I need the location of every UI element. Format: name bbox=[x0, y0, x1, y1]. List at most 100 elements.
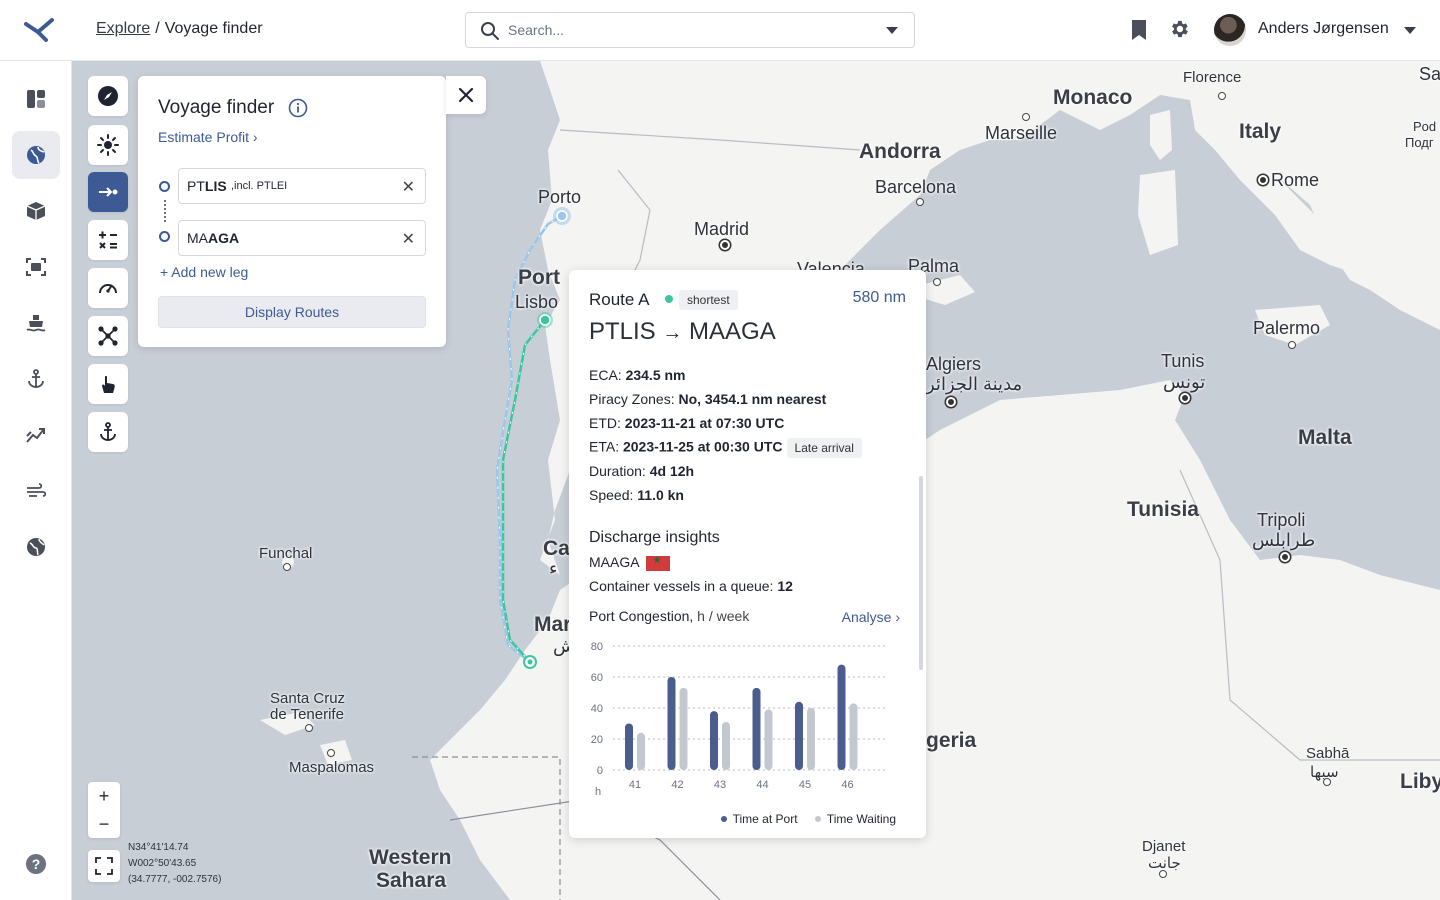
zoom-in-button[interactable]: + bbox=[98, 786, 110, 806]
sidebar-item-dashboard[interactable] bbox=[12, 75, 60, 123]
capital-dot bbox=[1180, 393, 1190, 403]
sidebar: ? bbox=[0, 61, 72, 900]
card-scrollbar[interactable] bbox=[919, 476, 923, 670]
sidebar-item-globe[interactable] bbox=[12, 131, 60, 179]
help-icon[interactable]: ? bbox=[24, 852, 48, 876]
close-panel-button[interactable] bbox=[446, 76, 486, 114]
map-label: Valencia bbox=[797, 259, 865, 279]
search-box[interactable] bbox=[465, 12, 915, 48]
x-tick-label: 45 bbox=[799, 779, 811, 791]
sidebar-item-analytics[interactable] bbox=[12, 411, 60, 459]
zoom-out-button[interactable]: − bbox=[98, 814, 110, 834]
sidebar-item-vessel[interactable] bbox=[12, 299, 60, 347]
origin-marker-icon bbox=[159, 181, 170, 192]
map-label: Algiers bbox=[926, 354, 982, 374]
speedometer-icon bbox=[99, 284, 117, 294]
route-arrow-icon bbox=[99, 187, 118, 197]
origin-included-ports: ,incl. PTLEI bbox=[231, 180, 288, 192]
y-tick-label: 0 bbox=[597, 765, 603, 777]
map-label: Monaco bbox=[1053, 86, 1133, 109]
map-label: Ca bbox=[543, 537, 570, 560]
clear-origin-icon[interactable]: ✕ bbox=[401, 179, 415, 196]
tool-speed[interactable] bbox=[88, 268, 128, 308]
eca-row: ECA: 234.5 nm bbox=[589, 367, 686, 383]
map-label: Western bbox=[369, 846, 452, 869]
app-logo-icon[interactable] bbox=[24, 16, 58, 44]
bar bbox=[807, 708, 815, 770]
hand-pointer-icon bbox=[102, 375, 115, 393]
search-input[interactable] bbox=[508, 19, 878, 41]
destination-code: MAAGA bbox=[187, 230, 240, 246]
tool-calculator[interactable] bbox=[88, 220, 128, 260]
scan-icon bbox=[26, 258, 46, 276]
discharge-insights-title: Discharge insights bbox=[589, 529, 720, 546]
sidebar-item-cargo[interactable] bbox=[12, 187, 60, 235]
x-tick-label: 46 bbox=[841, 779, 853, 791]
map-label: Tripoli bbox=[1257, 510, 1306, 530]
tool-brightness[interactable] bbox=[88, 125, 128, 165]
sidebar-item-wind[interactable] bbox=[12, 467, 60, 515]
destination-marker-icon bbox=[159, 231, 170, 242]
user-name[interactable]: Anders Jørgensen bbox=[1258, 20, 1389, 37]
bar bbox=[752, 687, 761, 770]
sidebar-item-scan[interactable] bbox=[12, 243, 60, 291]
map-label: Tunis bbox=[1161, 351, 1205, 371]
map-label: geria bbox=[926, 729, 977, 752]
map-label: Pod bbox=[1413, 119, 1437, 134]
voyage-finder-panel: Voyage finder Estimate Profit › PTLIS ,i… bbox=[138, 76, 446, 347]
avatar[interactable] bbox=[1214, 14, 1246, 46]
map-label: Port bbox=[518, 266, 560, 289]
compass-icon bbox=[98, 86, 118, 106]
zoom-controls: + − bbox=[88, 782, 120, 838]
tool-gesture[interactable] bbox=[88, 364, 128, 404]
world-icon bbox=[27, 538, 45, 556]
map-label: Florence bbox=[1183, 69, 1242, 86]
map-label: تونس bbox=[1163, 372, 1206, 392]
x-tick-label: 44 bbox=[756, 779, 768, 791]
origin-port-field[interactable]: PTLIS ,incl. PTLEI ✕ bbox=[178, 168, 426, 204]
anchor-icon bbox=[100, 422, 116, 441]
analyse-link[interactable]: Analyse › bbox=[841, 609, 900, 625]
route-name: Route A bbox=[589, 290, 650, 309]
bar bbox=[764, 709, 773, 770]
city-dot bbox=[305, 724, 313, 732]
map-label: طرابلس bbox=[1252, 530, 1316, 550]
search-dropdown-chevron-icon[interactable] bbox=[886, 27, 898, 34]
tool-anchor[interactable] bbox=[88, 412, 128, 452]
bar bbox=[710, 711, 718, 770]
bookmark-icon[interactable] bbox=[1130, 19, 1148, 41]
destination-port-field[interactable]: MAAGA ✕ bbox=[178, 220, 426, 256]
map-label: Marseille bbox=[985, 123, 1058, 143]
breadcrumb-explore-link[interactable]: Explore bbox=[96, 20, 151, 37]
gear-icon[interactable] bbox=[1168, 18, 1190, 40]
map-label: Mar bbox=[534, 613, 572, 636]
city-dot bbox=[1323, 778, 1331, 786]
city-dot bbox=[1022, 113, 1030, 121]
morocco-flag-icon bbox=[645, 555, 670, 571]
capital-dot bbox=[720, 240, 730, 250]
legend-series-1: Time Waiting bbox=[826, 812, 896, 826]
info-icon[interactable] bbox=[288, 98, 308, 118]
display-routes-button[interactable]: Display Routes bbox=[158, 296, 426, 328]
bar bbox=[679, 687, 688, 770]
clear-destination-icon[interactable]: ✕ bbox=[401, 231, 415, 248]
breadcrumb-separator: / bbox=[155, 20, 160, 37]
map-label: Rome bbox=[1271, 170, 1320, 190]
breadcrumb-current: Voyage finder bbox=[164, 20, 263, 37]
add-new-leg-button[interactable]: + Add new leg bbox=[160, 264, 249, 280]
tool-compass[interactable] bbox=[88, 76, 128, 116]
globe-icon bbox=[27, 146, 45, 164]
city-dot bbox=[1159, 870, 1167, 878]
route-details-card: Route A shortest 580 nm PTLIS → MAAGA EC… bbox=[569, 270, 926, 838]
user-menu-chevron-icon[interactable] bbox=[1404, 27, 1416, 34]
anchor-icon bbox=[28, 369, 44, 388]
sidebar-item-world[interactable] bbox=[12, 523, 60, 571]
estimate-profit-link[interactable]: Estimate Profit › bbox=[158, 129, 258, 145]
tool-network[interactable] bbox=[88, 316, 128, 356]
tool-voyage-finder[interactable] bbox=[88, 172, 128, 212]
late-arrival-badge: Late arrival bbox=[786, 438, 862, 458]
fullscreen-button[interactable] bbox=[88, 850, 120, 882]
sidebar-item-anchor[interactable] bbox=[12, 355, 60, 403]
x-tick-label: 42 bbox=[671, 779, 683, 791]
port-congestion-chart: 0 20 40 60 80 h 41 42 43 44 45 46 bbox=[591, 641, 888, 798]
